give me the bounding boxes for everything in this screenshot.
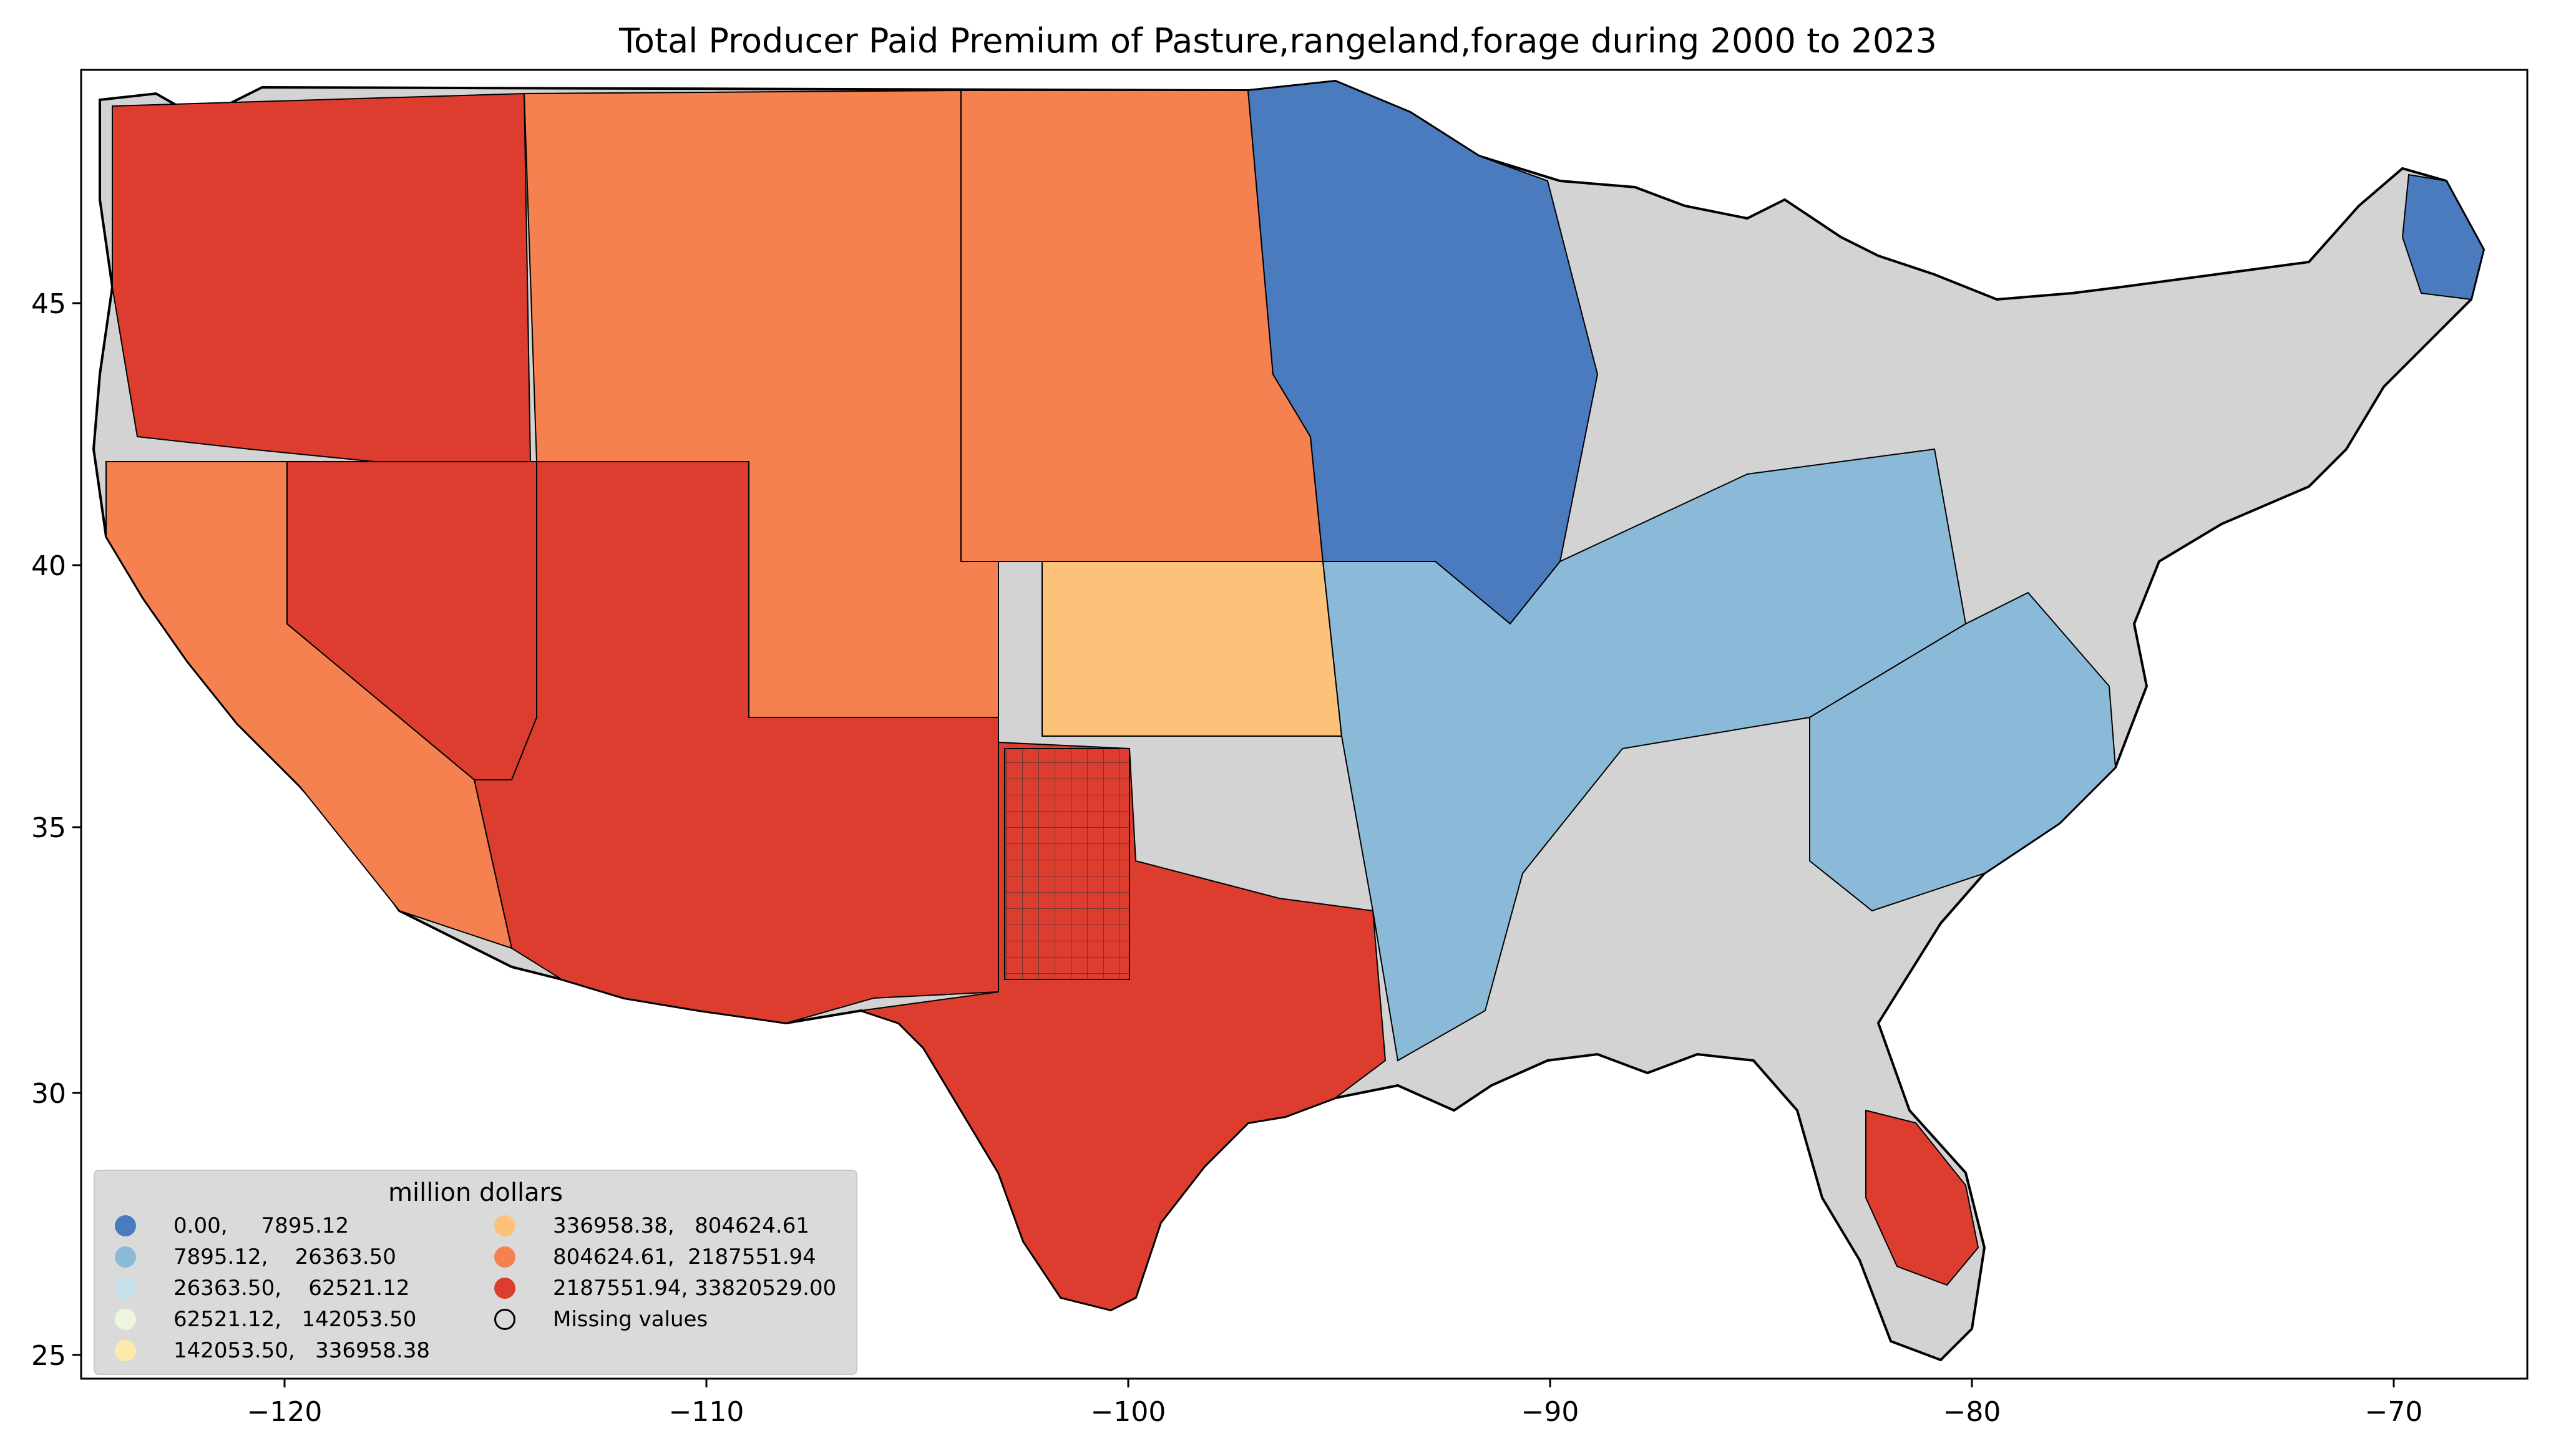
y-tick-label: 30: [31, 1078, 66, 1110]
legend-missing-icon: [494, 1309, 515, 1330]
region-kansas: [1041, 561, 1343, 737]
x-tick-label: −90: [1521, 1396, 1579, 1428]
legend-item: 142053.50, 336958.38: [115, 1337, 430, 1364]
legend-dot-icon: [494, 1278, 515, 1299]
x-tick-label: −120: [247, 1396, 323, 1428]
legend-label: 26363.50, 62521.12: [173, 1276, 410, 1301]
legend-item: 26363.50, 62521.12: [115, 1274, 410, 1302]
legend-item: 7895.12, 26363.50: [115, 1243, 396, 1271]
legend-label: 142053.50, 336958.38: [173, 1338, 430, 1363]
region-appalachia: [1809, 591, 2117, 912]
legend-dot-icon: [115, 1340, 136, 1361]
legend-label: Missing values: [553, 1307, 708, 1332]
legend-title: million dollars: [388, 1178, 563, 1207]
legend-item: 2187551.94, 33820529.00: [494, 1274, 836, 1302]
legend-item: 336958.38, 804624.61: [494, 1212, 809, 1240]
legend-dot-icon: [494, 1215, 515, 1236]
x-tick-label: −80: [1943, 1396, 2001, 1428]
y-tick-label: 40: [31, 550, 66, 582]
legend-dot-icon: [115, 1215, 136, 1236]
legend-label: 0.00, 7895.12: [173, 1213, 349, 1238]
legend-dot-icon: [115, 1246, 136, 1268]
legend-label: 7895.12, 26363.50: [173, 1245, 396, 1269]
x-tick-label: −100: [1091, 1396, 1166, 1428]
region-texas: [861, 741, 1387, 1311]
y-tick-label: 25: [31, 1340, 66, 1372]
region-pacific-northwest: [112, 92, 532, 462]
legend: million dollars 0.00, 7895.12 7895.12, 2…: [94, 1170, 857, 1375]
legend-item: 804624.61, 2187551.94: [494, 1243, 816, 1271]
texas-panhandle-grid-lines: [1005, 749, 1129, 979]
legend-label: 336958.38, 804624.61: [553, 1213, 809, 1238]
region-florida-south: [1865, 1109, 1979, 1286]
x-tick-label: −70: [2365, 1396, 2423, 1428]
y-axis: 45 40 35 30 25: [31, 288, 81, 1372]
legend-item: 0.00, 7895.12: [115, 1212, 349, 1240]
y-tick-label: 35: [31, 812, 66, 844]
map-title: Total Producer Paid Premium of Pasture,r…: [619, 21, 1937, 61]
legend-label: 62521.12, 142053.50: [173, 1307, 417, 1332]
legend-dot-icon: [494, 1246, 515, 1268]
legend-item: Missing values: [494, 1306, 708, 1333]
legend-dot-icon: [115, 1309, 136, 1330]
region-maine-north: [2401, 173, 2485, 301]
legend-label: 804624.61, 2187551.94: [553, 1245, 816, 1269]
legend-item: 62521.12, 142053.50: [115, 1306, 416, 1333]
x-tick-label: −110: [669, 1396, 744, 1428]
legend-dot-icon: [115, 1278, 136, 1299]
y-tick-label: 45: [31, 288, 66, 320]
x-axis: −120 −110 −100 −90 −80 −70: [247, 1379, 2423, 1428]
legend-label: 2187551.94, 33820529.00: [553, 1276, 837, 1301]
